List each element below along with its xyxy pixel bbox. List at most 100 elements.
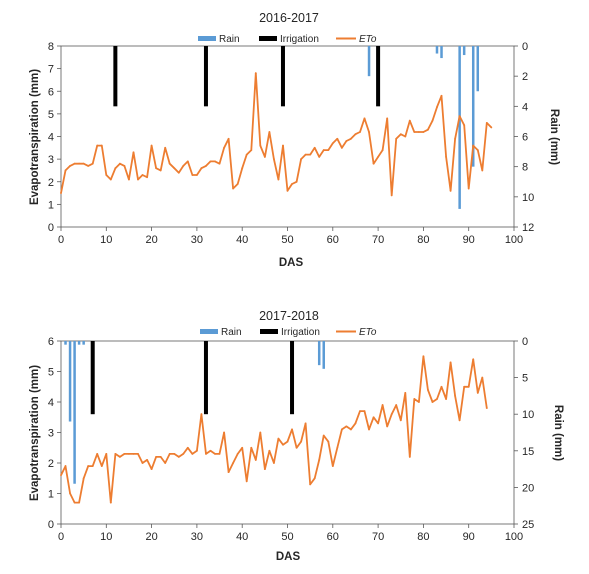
eto-point <box>268 449 271 452</box>
y2-axis-label: Rain (mm) <box>552 405 564 461</box>
chart-title: 2016-2017 <box>259 11 319 25</box>
eto-point <box>132 452 135 455</box>
rain-bar <box>82 341 85 345</box>
eto-point <box>223 146 225 149</box>
x-tick-label: 40 <box>236 234 248 246</box>
x-tick-label: 10 <box>100 531 112 543</box>
eto-point <box>159 456 162 458</box>
eto-point <box>476 391 479 394</box>
eto-point <box>309 153 312 156</box>
eto-point <box>340 428 343 431</box>
eto-point <box>476 149 479 151</box>
y-tick-label: 0 <box>48 519 54 531</box>
eto-point <box>245 480 248 483</box>
eto-point <box>377 422 379 425</box>
y2-tick-label: 0 <box>522 41 528 53</box>
eto-point <box>177 171 180 174</box>
legend-rain-label: Rain <box>221 327 242 338</box>
eto-point <box>368 131 370 133</box>
eto-point <box>472 144 475 147</box>
irrigation-bar <box>376 46 381 107</box>
y-tick-label: 5 <box>48 367 54 379</box>
eto-point <box>336 137 339 140</box>
rain-bar <box>440 46 443 59</box>
eto-point <box>377 155 379 158</box>
eto-point <box>96 452 99 455</box>
eto-point <box>454 137 457 140</box>
eto-point <box>177 456 180 458</box>
irrigation-bar <box>290 341 295 415</box>
y-tick-label: 4 <box>48 132 54 144</box>
x-tick-label: 50 <box>281 234 293 246</box>
eto-point <box>485 407 488 409</box>
eto-point <box>322 434 325 437</box>
y-tick-label: 6 <box>48 336 54 348</box>
eto-point <box>186 160 189 163</box>
eto-point <box>73 501 76 504</box>
x-axis-label: DAS <box>276 551 301 563</box>
rain-bar <box>73 341 76 484</box>
eto-point <box>205 452 207 455</box>
eto-point <box>100 465 103 467</box>
eto-point <box>200 167 203 170</box>
x-tick-label: 50 <box>281 531 293 543</box>
eto-point <box>422 131 425 133</box>
eto-point <box>481 169 484 172</box>
x-tick-label: 100 <box>505 234 523 246</box>
eto-point <box>87 465 90 467</box>
irrigation-bar <box>280 46 285 107</box>
eto-point <box>458 419 461 422</box>
eto-point <box>250 149 253 151</box>
eto-point <box>472 358 475 361</box>
rain-bar <box>77 341 81 345</box>
eto-point <box>137 452 139 455</box>
eto-point <box>173 167 176 170</box>
eto-point <box>150 144 153 147</box>
legend-irrigation-swatch <box>259 36 277 41</box>
eto-point <box>78 501 81 504</box>
eto-point <box>146 459 148 461</box>
eto-point <box>350 428 352 431</box>
eto-point <box>440 94 443 97</box>
y2-tick-label: 15 <box>522 446 534 458</box>
eto-point <box>128 178 130 181</box>
eto-point <box>141 462 144 464</box>
eto-point <box>449 189 452 192</box>
eto-point <box>232 187 235 190</box>
eto-point <box>291 428 293 431</box>
y-tick-label: 3 <box>48 154 54 166</box>
x-tick-label: 60 <box>327 531 339 543</box>
eto-point <box>273 158 275 161</box>
legend-irrigation-label: Irrigation <box>281 327 320 338</box>
legend-irrigation-label: Irrigation <box>280 34 319 45</box>
x-tick-label: 80 <box>417 531 429 543</box>
eto-point <box>286 440 289 443</box>
rain-bar <box>367 46 371 77</box>
eto-point <box>91 465 94 467</box>
eto-point <box>386 425 389 428</box>
eto-point <box>440 385 443 388</box>
x-tick-label: 60 <box>327 234 339 246</box>
eto-point <box>214 452 216 455</box>
rain-bar <box>471 46 475 167</box>
eto-point <box>422 355 425 358</box>
x-tick-label: 0 <box>58 234 64 246</box>
legend: Rain Irrigation ETo <box>198 34 377 45</box>
eto-point <box>282 443 284 446</box>
eto-point <box>164 462 167 464</box>
eto-point <box>427 388 429 391</box>
eto-point <box>363 117 366 120</box>
y2-tick-label: 10 <box>522 409 534 421</box>
x-tick-label: 70 <box>372 234 384 246</box>
eto-point <box>159 169 162 172</box>
y-tick-label: 3 <box>48 428 54 440</box>
eto-point <box>173 452 176 455</box>
eto-point <box>372 162 375 165</box>
y2-tick-label: 4 <box>522 101 528 113</box>
eto-point <box>395 404 398 406</box>
eto-point <box>128 452 130 455</box>
y2-tick-label: 25 <box>522 519 534 531</box>
y2-tick-label: 10 <box>522 192 534 204</box>
eto-point <box>64 465 67 467</box>
eto-point <box>205 165 207 167</box>
